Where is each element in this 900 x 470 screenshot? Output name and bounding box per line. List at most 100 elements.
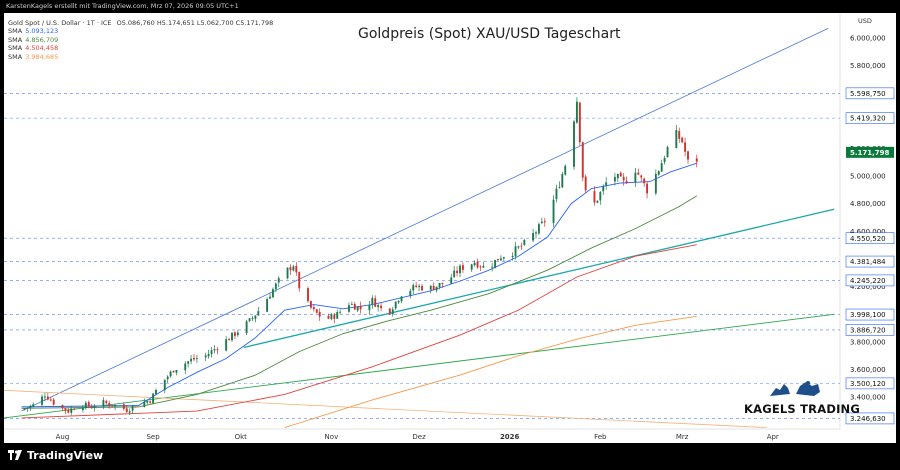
candle-body (49, 399, 52, 401)
candle-body (523, 239, 526, 245)
price-level-label: 3.998,100 (850, 311, 886, 319)
candle-body (108, 403, 111, 406)
candle-body (228, 339, 231, 341)
candle-body (131, 405, 134, 411)
candle-body (421, 286, 423, 291)
candle-body (552, 199, 555, 223)
trendline-2 (243, 208, 835, 349)
price-level-label: 4.245,220 (850, 277, 886, 285)
candle-body (461, 265, 464, 270)
bull-bear-icon (770, 381, 820, 396)
candle-body (394, 301, 397, 309)
candle-body (517, 246, 520, 248)
candle-body (575, 101, 578, 123)
candle-body (333, 314, 336, 319)
price-level-label: 3.500,120 (850, 380, 886, 388)
candle-body (666, 146, 669, 157)
tradingview-logo[interactable]: TradingView (8, 449, 103, 462)
candle-body (298, 272, 301, 289)
price-level-label: 4.550,520 (850, 235, 886, 243)
x-tick-label: Aug (56, 433, 70, 441)
candle-body (368, 305, 371, 311)
chart-attribution: KarstenKagels erstellt mit TradingView.c… (6, 2, 239, 10)
x-tick-label: Mrz (676, 433, 689, 441)
candle-body (166, 376, 169, 380)
candle-body (429, 285, 432, 290)
y-tick-label: 3.400,000 (850, 394, 886, 402)
candle-body (637, 172, 640, 175)
candle-body (277, 278, 280, 283)
y-tick-label: 6.000,000 (850, 34, 886, 42)
candle-body (657, 171, 660, 175)
candle-body (210, 350, 213, 355)
indicator-sma-1[interactable]: SMA 5.093,123 (8, 27, 58, 35)
price-level-box (845, 232, 895, 245)
candle-body (312, 307, 315, 310)
candle-body (625, 181, 628, 184)
candle-body (251, 317, 254, 319)
candle-body (114, 404, 117, 407)
sma-line-4 (284, 315, 697, 429)
candle-body (172, 370, 175, 373)
candle-body (497, 258, 499, 261)
indicator-value: 4.856,709 (25, 35, 59, 44)
candle-body (315, 309, 318, 313)
candle-body (388, 308, 391, 314)
candle-body (122, 404, 125, 409)
candle-body (499, 258, 502, 261)
y-tick-label: 3.600,000 (850, 366, 886, 374)
price-level-box (845, 255, 895, 268)
price-level-box (845, 412, 895, 425)
candle-body (502, 257, 505, 259)
candle-body (271, 289, 274, 298)
indicator-sma-3[interactable]: SMA 4.504,458 (8, 44, 58, 52)
candle-body (535, 232, 537, 234)
candle-body (23, 408, 26, 410)
candle-body (29, 405, 32, 408)
candle-body (581, 142, 584, 178)
candle-body (561, 174, 564, 188)
candle-body (213, 349, 216, 351)
ohlc-values: O5.086,760 H5.174,651 L5.062,700 C5.171,… (116, 19, 274, 27)
price-level-box (845, 377, 895, 390)
x-tick-label: Dez (412, 433, 426, 441)
candle-body (73, 409, 76, 410)
candle-body (543, 221, 546, 223)
candle-body (622, 176, 625, 181)
indicator-sma-4[interactable]: SMA 3.984,685 (8, 53, 58, 61)
candle-body (684, 142, 687, 152)
candle-body (640, 175, 643, 178)
candle-body (613, 177, 616, 182)
plot-layer (4, 27, 835, 429)
candle-body (152, 393, 155, 404)
candle-body (511, 255, 514, 258)
candle-body (573, 121, 575, 167)
chart-canvas[interactable]: USD 3.400,000 3.600,000 3.800,000 4.200,000 4… (4, 13, 896, 443)
price-level-label: 3.886,720 (850, 327, 886, 335)
candle-body (584, 176, 587, 191)
trendline-1 (21, 27, 829, 412)
footer-bar (0, 445, 900, 470)
candle-body (266, 299, 269, 312)
candle-body (327, 315, 330, 319)
candle-body (231, 332, 233, 341)
candle-body (339, 311, 342, 313)
candle-body (307, 288, 309, 302)
candle-body (663, 157, 666, 163)
indicator-sma-2[interactable]: SMA 4.856,709 (8, 36, 58, 44)
price-chart[interactable]: USD3.400,0003.600,0003.800,0004.200,0004… (4, 13, 896, 443)
candle-body (532, 233, 535, 241)
trendline-3 (4, 313, 835, 419)
trendline-4 (4, 389, 767, 429)
candle-body (254, 315, 257, 319)
indicator-label: SMA (8, 52, 23, 61)
candle-body (216, 349, 219, 351)
candle-body (102, 400, 105, 407)
price-level-label: 5.598,750 (850, 90, 886, 98)
candle-body (149, 401, 152, 403)
candle-body (257, 311, 260, 316)
last-price-label: 5.171,798 (850, 149, 890, 157)
candle-body (602, 186, 605, 192)
candle-body (678, 131, 681, 139)
price-level-box (845, 112, 895, 124)
